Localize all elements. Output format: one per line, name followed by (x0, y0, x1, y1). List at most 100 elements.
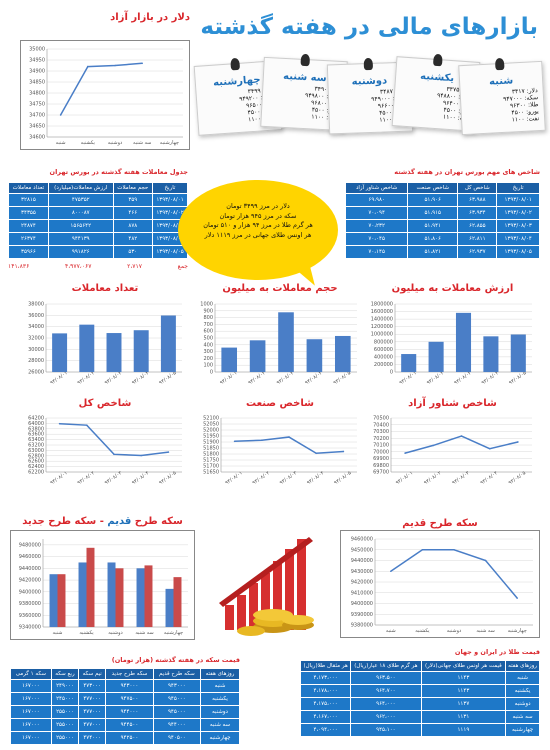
table-cell: ۲۵۵۰۰۰ (50, 705, 80, 719)
data-point (288, 436, 290, 438)
table-row: چهارشنبه ۹۴۰۵۰۰ ۹۴۲۵۰۰ ۴۷۴۰۰۰ ۲۵۵۰۰۰ ۱۶۷۰۰۰ (10, 731, 240, 745)
bar (510, 334, 526, 372)
bar (428, 341, 444, 372)
y-tick-label: 34000 (28, 324, 44, 330)
y-tick-label: 70200 (373, 436, 389, 442)
totals-count: ۱۴۱،۸۳۶ (8, 263, 30, 270)
table-row: سه شنبه ۹۴۴۰۰۰ ۹۴۴۵۰۰ ۴۷۷۰۰۰ ۲۵۵۰۰۰ ۱۶۷۰۰۰ (10, 718, 240, 732)
table-cell: ۷۰،۲۳۲ (344, 219, 409, 233)
table-cell: ۵۱،۹۴۱ (407, 219, 459, 233)
data-point (315, 452, 317, 455)
bar (115, 568, 124, 627)
table-cell: ۲۶۳۷۴ (8, 232, 49, 246)
y-tick-label: 600000 (374, 347, 393, 353)
table-row: ۱۳۹۳/۰۸/۰۱ ۶۳،۹۸۸ ۵۱،۹۰۶ ۶۹،۹۸۰ (344, 193, 540, 207)
x-tick-label: ۹۳/۰۸/۰۴ (131, 370, 151, 386)
data-point (59, 114, 62, 116)
table-cell: ۹۶۲،۰۰۰ (350, 710, 422, 724)
table-header: هر گرم طلای ۱۸ عیار(ریال) (350, 660, 422, 672)
data-point (167, 451, 170, 453)
tse-trading-table: تاریخ حجم معاملات ارزش معاملات(میلیارد) … (8, 182, 189, 259)
table-cell: سه شنبه (505, 710, 540, 724)
x-tick-label: ۹۳/۰۸/۰۵ (158, 470, 178, 486)
table-cell: یکشنبه (505, 684, 540, 698)
table-row: ۱۳۹۳/۰۸/۰۵ ۵۳۰ ۹۹۱۸۲۶ ۳۵۹۶۶ (8, 245, 189, 259)
chart-value: 0200000400000600000800000100000012000001… (371, 302, 532, 386)
bar (249, 340, 266, 372)
x-tick-label: ۹۳/۰۸/۰۵ (508, 370, 528, 386)
table-cell: ۲۴۸۷۴ (8, 219, 49, 233)
table-cell: ۹۶۴،۰۰۰ (350, 697, 422, 711)
table-cell: ۴۷۷۰۰۰ (78, 718, 107, 732)
table-cell: ۵۱،۸۰۶ (407, 232, 459, 246)
x-tick-label: چهارشنبه (508, 628, 527, 634)
y-tick-label: 700 (203, 322, 213, 328)
x-tick-label: ۹۳/۰۸/۰۱ (219, 370, 238, 386)
table-header: تعداد معاملات (8, 182, 49, 194)
chart-total-index: 6220062400626006280063000632006340063600… (28, 416, 182, 486)
series-line (59, 62, 143, 116)
chart-title-total-index: شاخص کل (78, 398, 132, 409)
y-tick-label: 9400000 (351, 601, 373, 607)
y-tick-label: 9420000 (351, 580, 373, 586)
chart-title-industry-index: شاخص صنعت (246, 398, 314, 409)
y-tick-label: 51650 (203, 470, 219, 476)
data-point (261, 439, 263, 441)
y-tick-label: 100 (203, 363, 213, 369)
table-row: شنبه ۱۱۴۳ ۹۶۳،۵۰۰ ۴،۱۷۳،۰۰۰ (299, 671, 540, 685)
table-cell: ۳۵۹ (112, 193, 153, 207)
table-cell: ۹۴۳۰۰۰ (152, 679, 202, 693)
x-tick-label: چهارشنبه (164, 630, 183, 636)
y-tick-label: 70300 (373, 429, 389, 435)
table-header: سکه ۱ گرمی (10, 668, 52, 680)
pushpin-icon (363, 57, 374, 71)
y-tick-label: 9460000 (351, 537, 373, 543)
table-cell: ۱۳۹۳/۰۸/۰۳ (496, 219, 540, 233)
x-tick-label: ۹۳/۰۸/۰۳ (451, 470, 471, 486)
table-cell: ۸۰۰۰۸۷ (47, 206, 114, 220)
x-tick-label: یکشنبه (79, 630, 94, 636)
y-tick-label: 62200 (28, 470, 44, 476)
bubble-line: دلار در مرز ۳۴۹۹ تومان (226, 202, 290, 210)
chart-title-coin-compare: سکه طرح قدیم - سکه طرح جدید (10, 516, 195, 527)
data-point (87, 65, 89, 68)
y-tick-label: 26000 (28, 370, 44, 376)
table-cell: ۴،۱۷۸،۰۰۰ (299, 684, 352, 698)
y-tick-label: 9430000 (351, 569, 373, 575)
tse-table-title: جدول معاملات هفته گذشته در بورس تهران (49, 168, 188, 176)
y-tick-label: 51900 (203, 440, 219, 446)
bubble-line: سکه در مرز ۹۴۵ هزار تومان (219, 211, 297, 220)
table-cell: ۹۴۴۵۰۰ (105, 718, 154, 732)
y-tick-label: 32000 (28, 336, 44, 342)
bar (52, 333, 68, 372)
x-tick-label: سه شنبه (135, 630, 153, 636)
index-table: تاریخ شاخص کل شاخص صنعت شاخص شناور آزاد … (344, 182, 540, 259)
table-cell: ۹۴۲۵۰۰ (105, 731, 154, 745)
table-cell: ۹۴۴۰۰۰ (105, 705, 154, 719)
y-tick-label: 0 (390, 370, 393, 376)
y-tick-label: 36000 (28, 313, 44, 319)
table-cell: ۴۶۶ (112, 206, 153, 220)
y-tick-label: 28000 (28, 358, 44, 364)
table-cell: ۹۴۰۵۰۰ (152, 731, 202, 745)
data-point (484, 559, 487, 562)
table-cell: ۶۳،۹۸۸ (457, 193, 498, 207)
table-row: ۱۳۹۳/۰۸/۰۱ ۳۵۹ ۴۷۵۳۵۲ ۳۲۸۱۵ (8, 193, 189, 207)
bar (278, 312, 294, 372)
x-tick-label: ۹۳/۰۸/۰۱ (398, 370, 417, 386)
table-cell: ۵۳۰ (112, 245, 153, 259)
table-cell: چهارشنبه (200, 731, 240, 745)
table-header-row: تاریخ شاخص کل شاخص صنعت شاخص شناور آزاد (344, 182, 540, 194)
y-tick-label: 9460000 (19, 554, 41, 560)
table-header: حجم معاملات (112, 182, 153, 194)
y-tick-label: 70400 (373, 422, 389, 428)
table-cell: ۵۱،۹۱۵ (407, 206, 459, 220)
pushpin-icon (432, 53, 443, 67)
table-cell: ۱۳۹۳/۰۸/۰۵ (151, 245, 189, 259)
totals-value: ۴،۹۷۷،۰۶۷ (64, 263, 92, 270)
x-tick-label: شنبه (386, 628, 396, 634)
x-tick-label: ۹۳/۰۸/۰۵ (158, 370, 178, 386)
legend-sep: - سکه طرح (48, 516, 104, 527)
table-row: ۱۳۹۳/۰۸/۰۵ ۶۲،۹۳۷ ۵۱،۸۲۱ ۷۰،۱۴۵ (344, 245, 540, 259)
y-tick-label: 1600000 (371, 309, 393, 315)
